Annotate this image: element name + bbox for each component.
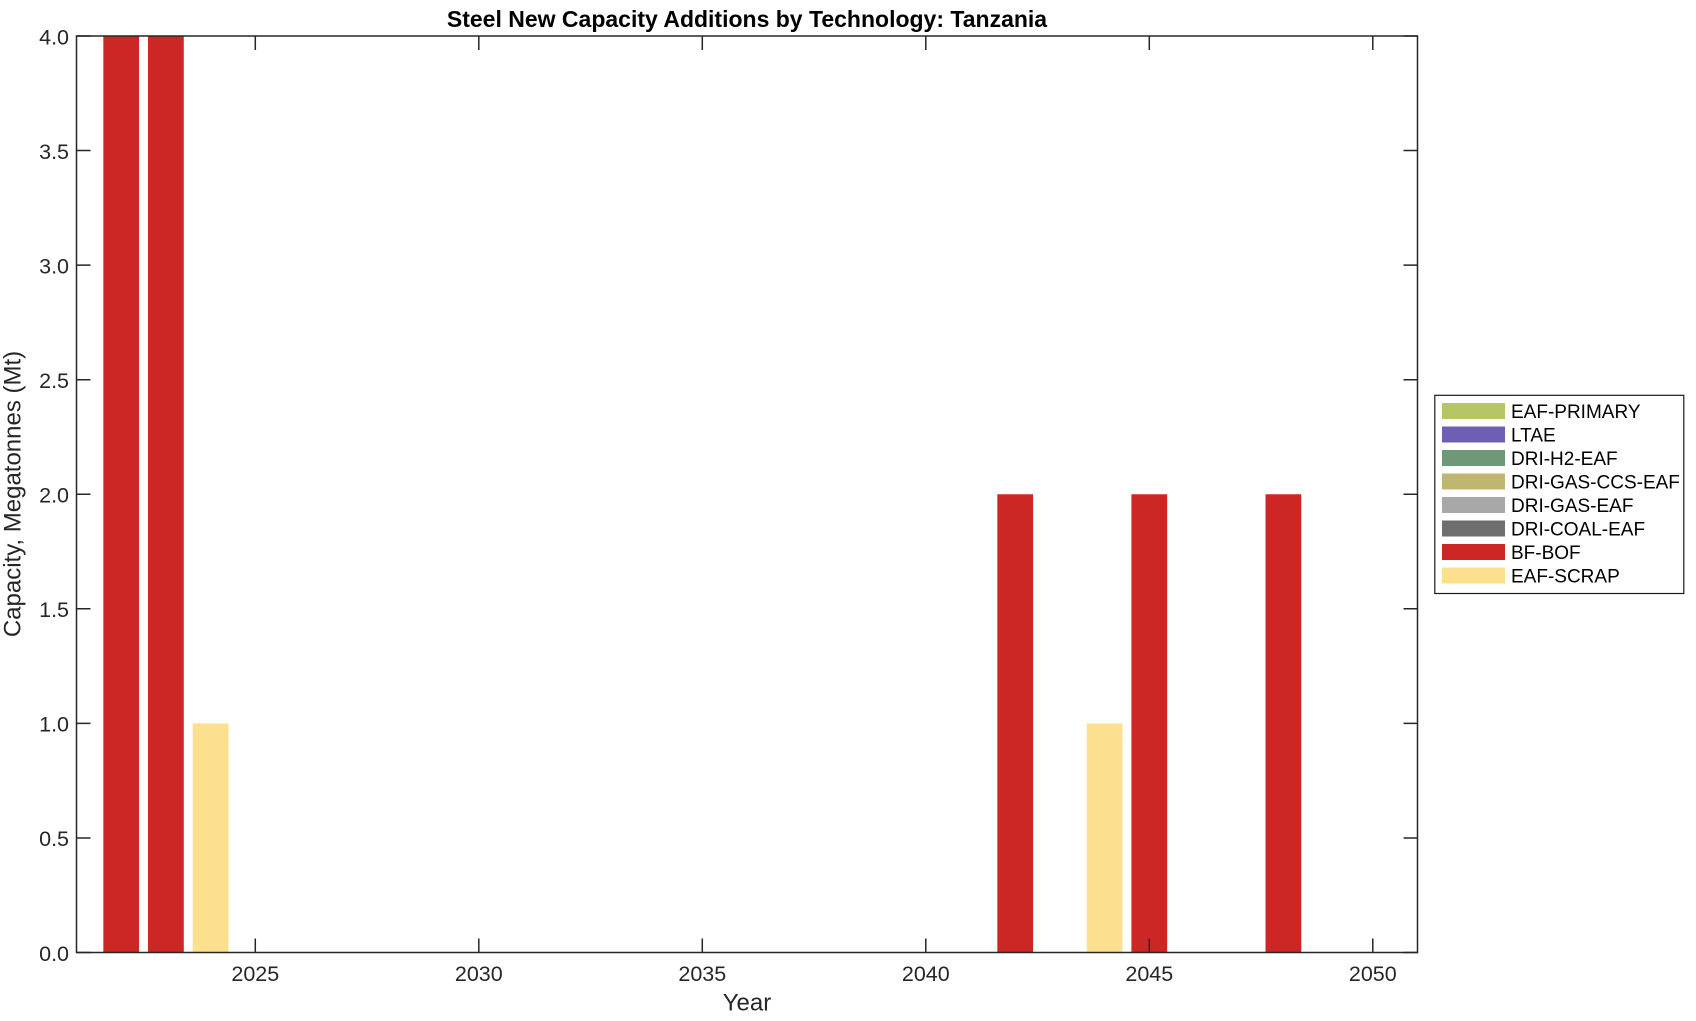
svg-text:2050: 2050 — [1349, 962, 1397, 986]
svg-text:3.0: 3.0 — [39, 254, 69, 278]
svg-text:2030: 2030 — [455, 962, 503, 986]
svg-text:DRI-GAS-EAF: DRI-GAS-EAF — [1511, 496, 1633, 517]
svg-text:DRI-H2-EAF: DRI-H2-EAF — [1511, 449, 1618, 470]
svg-text:Capacity, Megatonnes (Mt): Capacity, Megatonnes (Mt) — [0, 351, 27, 637]
svg-text:4.0: 4.0 — [39, 25, 69, 49]
svg-text:2035: 2035 — [678, 962, 726, 986]
svg-text:LTAE: LTAE — [1511, 426, 1556, 447]
svg-text:EAF-PRIMARY: EAF-PRIMARY — [1511, 402, 1641, 423]
svg-text:1.5: 1.5 — [39, 598, 69, 622]
svg-text:1.0: 1.0 — [39, 713, 69, 737]
svg-text:0.5: 0.5 — [39, 827, 69, 851]
svg-text:EAF-SCRAP: EAF-SCRAP — [1511, 567, 1620, 588]
svg-text:2025: 2025 — [231, 962, 279, 986]
svg-text:Steel New Capacity Additions b: Steel New Capacity Additions by Technolo… — [447, 6, 1047, 32]
svg-text:0.0: 0.0 — [39, 942, 69, 966]
svg-text:Year: Year — [723, 990, 772, 1017]
svg-text:2.5: 2.5 — [39, 369, 69, 393]
svg-text:2040: 2040 — [902, 962, 950, 986]
svg-text:BF-BOF: BF-BOF — [1511, 543, 1581, 564]
svg-text:2.0: 2.0 — [39, 484, 69, 508]
svg-text:DRI-COAL-EAF: DRI-COAL-EAF — [1511, 520, 1645, 541]
svg-text:DRI-GAS-CCS-EAF: DRI-GAS-CCS-EAF — [1511, 473, 1680, 494]
svg-text:2045: 2045 — [1125, 962, 1173, 986]
svg-text:3.5: 3.5 — [39, 140, 69, 164]
